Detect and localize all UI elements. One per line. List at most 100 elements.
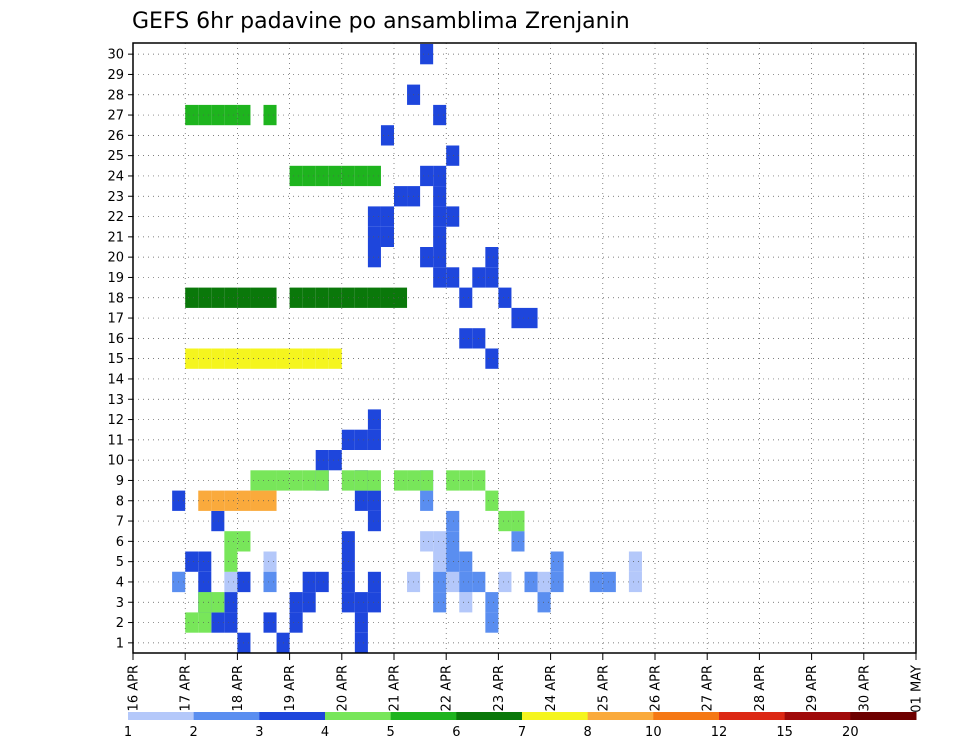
heatmap-cell [433,592,447,613]
heatmap-cell [394,470,408,491]
heatmap-cell [354,287,368,308]
heatmap-cell [367,287,381,308]
legend-level-label: 5 [387,725,395,740]
y-tick-label: 26 [107,129,124,144]
heatmap-cell [198,287,212,308]
legend-level-label: 4 [321,725,329,740]
heatmap-cell [198,490,212,511]
heatmap-cell [446,571,460,593]
heatmap-cell [211,348,225,369]
heatmap-cell [354,490,368,511]
heatmap-cell [289,165,303,187]
heatmap-cell [433,226,447,247]
heatmap-cell [185,551,199,572]
heatmap-cell [367,592,381,613]
heatmap-cell [263,612,277,633]
heatmap-cell [211,592,225,613]
x-tick-label: 23 APR [492,665,507,711]
x-axis: 16 APR 17 APR 18 APR 19 APR 20 APR 21 APR 22 A… [127,653,925,713]
x-tick-label: 29 APR [805,665,820,711]
heatmap-cell [198,571,212,593]
heatmap-cell [224,348,238,369]
heatmap-cell [263,287,277,308]
heatmap-cell [289,592,303,613]
heatmap-cell [211,510,225,532]
heatmap-cell [315,571,329,593]
y-tick-label: 18 [107,291,124,306]
heatmap-cell [459,470,473,491]
heatmap-cell [394,186,408,207]
heatmap-cell [511,510,525,532]
y-tick-label: 6 [116,535,124,550]
heatmap-cell [433,104,447,126]
y-tick-label: 22 [107,210,124,225]
heatmap-cell [537,571,551,593]
heatmap-cell [459,592,473,613]
y-tick-label: 25 [107,149,124,164]
color-legend: 1 2 3 4 5 6 7 8 10 12 15 20 [124,712,917,740]
heatmap-cell [354,470,368,491]
y-tick-label: 20 [107,251,124,266]
chart-title: GEFS 6hr padavine po ansamblima Zrenjani… [132,9,630,34]
y-tick-label: 11 [107,433,124,448]
legend-swatch [325,712,392,720]
legend-swatch [719,712,786,720]
heatmap-cell [511,307,525,329]
y-tick-label: 5 [116,555,124,570]
x-tick-label: 26 APR [649,665,664,711]
y-tick-label: 9 [116,474,124,489]
heatmap-cells [172,44,642,653]
y-tick-label: 29 [107,68,124,83]
heatmap-cell [224,287,238,308]
heatmap-cell [198,592,212,613]
heatmap-cell [367,571,381,593]
heatmap-cell [446,551,460,572]
heatmap-cell [367,470,381,491]
legend-swatch [390,712,457,720]
heatmap-cell [446,206,460,227]
heatmap-cell [537,592,551,613]
heatmap-cell [628,571,642,593]
legend-level-label: 12 [711,725,728,740]
heatmap-cell [315,450,329,471]
heatmap-cell [211,104,225,126]
plot-frame [132,42,917,654]
x-tick-label: 19 APR [283,665,298,711]
y-tick-label: 27 [107,109,124,124]
heatmap-cell [459,328,473,349]
heatmap-cell [524,571,538,593]
y-tick-label: 13 [107,393,124,408]
heatmap-cell [446,510,460,532]
heatmap-cell [315,470,329,491]
heatmap-cell [367,510,381,532]
x-tick-label: 17 APR [179,665,194,711]
heatmap-cell [433,267,447,288]
y-tick-label: 15 [107,352,124,367]
y-tick-label: 21 [107,230,124,245]
heatmap-cell [380,226,394,247]
heatmap-cell [367,206,381,227]
heatmap-cell [446,531,460,552]
heatmap-cell [354,592,368,613]
heatmap-cell [367,409,381,430]
legend-level-label: 10 [645,725,662,740]
x-tick-label: 28 APR [753,665,768,711]
legend-level-label: 2 [190,725,198,740]
legend-swatch [456,712,523,720]
heatmap-cell [185,612,199,633]
heatmap-cell [550,571,564,593]
heatmap-cell [589,571,603,593]
heatmap-cell [211,287,225,308]
heatmap-cell [250,348,264,369]
legend-swatch [784,712,851,720]
heatmap-cell [433,531,447,552]
heatmap-cell [224,531,238,552]
legend-swatch [653,712,720,720]
y-tick-label: 12 [107,413,124,428]
heatmap-cell [433,571,447,593]
x-tick-label: 01 MAY [910,665,925,713]
heatmap-cell [420,490,434,511]
heatmap-cell [354,612,368,633]
heatmap-cell [224,571,238,593]
heatmap-cell [459,551,473,572]
